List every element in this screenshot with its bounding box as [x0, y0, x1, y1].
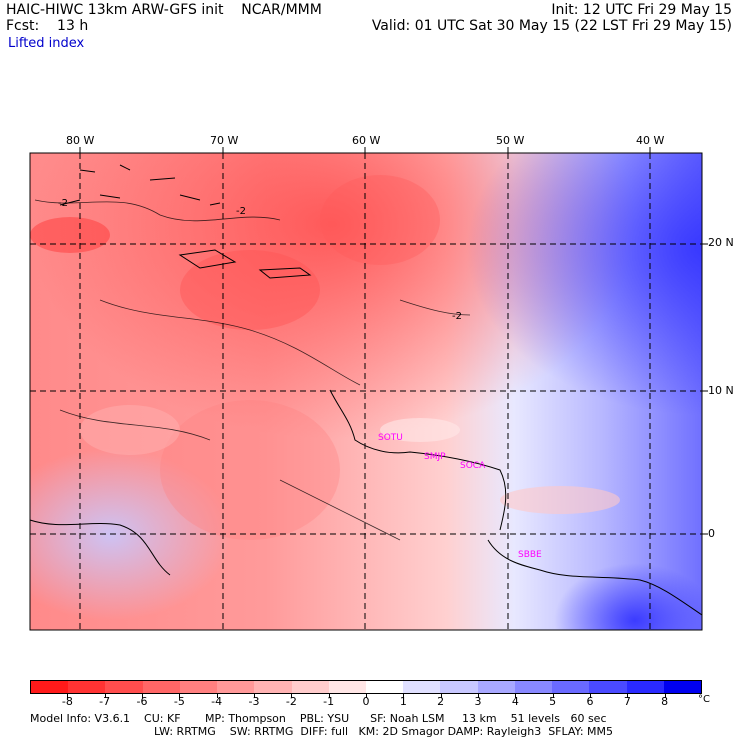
lon-label-50w: 50 W: [496, 134, 525, 147]
colorbar-swatch: [477, 681, 515, 693]
colorbar-label: 3: [474, 695, 482, 708]
colorbar-label: -4: [211, 695, 223, 708]
field-name: Lifted index: [8, 36, 85, 51]
colorbar-label: 6: [586, 695, 594, 708]
model-info-line2: LW: RRTMG SW: RRTMG DIFF: full KM: 2D Sm…: [154, 725, 614, 738]
lat-label-0: 0: [708, 527, 715, 540]
valid-time: Valid: 01 UTC Sat 30 May 15 (22 LST Fri …: [371, 18, 732, 34]
colorbar-tick: [328, 694, 330, 698]
colorbar-label: -1: [323, 695, 335, 708]
colorbar: [30, 680, 702, 694]
contour-label: -2: [236, 206, 246, 217]
lat-label-20n: 20 N: [708, 236, 734, 249]
colorbar-label: -7: [99, 695, 111, 708]
map-frame: -2 -2 -2 SOTU SMJP SOCA: [29, 147, 708, 631]
colorbar-swatch: [663, 681, 701, 693]
colorbar-swatch: [626, 681, 664, 693]
lon-label-60w: 60 W: [352, 134, 381, 147]
colorbar-tick: [142, 694, 143, 698]
station-smjp: SMJP: [424, 452, 446, 462]
colorbar-tick: [254, 694, 255, 698]
colorbar-tick: [627, 694, 629, 698]
colorbar-tick: [104, 694, 106, 698]
contour-label: -2: [452, 311, 462, 322]
lon-label-40w: 40 W: [636, 134, 665, 147]
colorbar-tick: [440, 694, 442, 698]
colorbar-tick: [67, 694, 69, 698]
colorbar-swatch: [217, 681, 255, 693]
contour-label: -2: [58, 198, 68, 209]
colorbar-tick: [179, 694, 181, 698]
colorbar-swatch: [254, 681, 292, 693]
colorbar-label: 0: [362, 695, 370, 708]
colorbar-tick: [216, 694, 218, 698]
colorbar-label: 2: [437, 695, 445, 708]
colorbar-swatch: [365, 681, 404, 693]
colorbar-swatch: [291, 681, 329, 693]
colorbar-label: -2: [285, 695, 297, 708]
lon-label-80w: 80 W: [66, 134, 95, 147]
colorbar-tick: [366, 694, 367, 698]
colorbar-tick: [664, 694, 666, 698]
model-info-line1: Model Info: V3.6.1 CU: KF MP: Thompson P…: [30, 712, 607, 725]
colorbar-swatch: [179, 681, 218, 693]
plot-title: HAIC-HIWC 13km ARW-GFS init NCAR/MMM: [6, 2, 322, 18]
colorbar-swatch: [514, 681, 553, 693]
lon-label-70w: 70 W: [210, 134, 239, 147]
colorbar-swatch: [142, 681, 180, 693]
colorbar-label: 5: [549, 695, 557, 708]
station-sbbe: SBBE: [518, 550, 542, 560]
colorbar-tick: [515, 694, 517, 698]
colorbar-label: 4: [511, 695, 519, 708]
init-time: Init: 12 UTC Fri 29 May 15: [551, 2, 732, 18]
station-soca: SOCA: [460, 461, 486, 471]
colorbar-tick: [552, 694, 554, 698]
colorbar-swatch: [328, 681, 366, 693]
colorbar-swatch: [105, 681, 143, 693]
colorbar-swatch: [440, 681, 478, 693]
colorbar-label: -6: [136, 695, 148, 708]
colorbar-label: -8: [61, 695, 73, 708]
colorbar-swatch: [589, 681, 627, 693]
forecast-hour: Fcst: 13 h: [6, 18, 89, 34]
colorbar-unit: °C: [698, 694, 710, 705]
colorbar-label: -5: [173, 695, 185, 708]
colorbar-label: -3: [248, 695, 260, 708]
colorbar-tick: [291, 694, 293, 698]
colorbar-label: 7: [623, 695, 631, 708]
colorbar-swatch: [403, 681, 441, 693]
colorbar-swatch: [68, 681, 106, 693]
colorbar-tick: [478, 694, 479, 698]
lat-label-10n: 10 N: [708, 384, 734, 397]
colorbar-label: 1: [399, 695, 407, 708]
colorbar-tick: [403, 694, 405, 698]
colorbar-label: 8: [661, 695, 669, 708]
colorbar-swatch: [31, 681, 69, 693]
colorbar-swatch: [552, 681, 590, 693]
colorbar-tick: [590, 694, 591, 698]
station-sotu: SOTU: [378, 433, 403, 443]
